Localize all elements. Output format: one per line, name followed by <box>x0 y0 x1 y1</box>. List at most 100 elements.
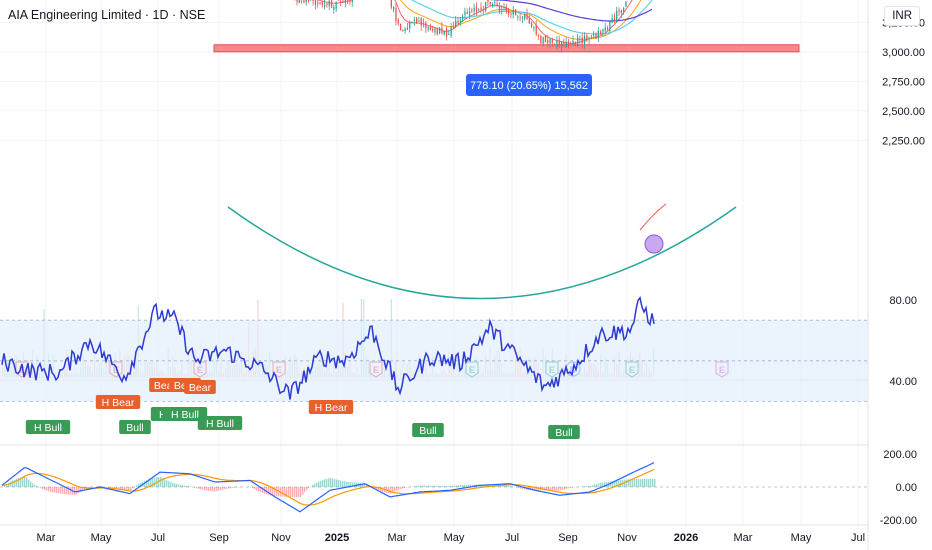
macd-hist-bar <box>592 485 594 487</box>
candle-body <box>333 6 335 10</box>
macd-hist-bar <box>504 485 506 487</box>
macd-hist-bar <box>620 479 622 487</box>
macd-hist-bar <box>24 476 26 487</box>
macd-hist-bar <box>378 487 380 491</box>
macd-hist-bar <box>76 487 78 495</box>
divergence-label: Bull <box>419 425 437 437</box>
macd-hist-bar <box>426 485 428 487</box>
macd-hist-bar <box>226 487 228 489</box>
candle-body <box>326 3 328 5</box>
macd-hist-bar <box>348 481 350 487</box>
candle-body <box>489 1 491 5</box>
candle-body <box>521 17 524 19</box>
macd-hist-bar <box>150 478 152 487</box>
macd-signal-line <box>1 468 655 506</box>
macd-hist-bar <box>506 485 508 487</box>
candle-body <box>475 6 478 12</box>
candle-body <box>487 0 489 2</box>
candle-body <box>298 0 300 3</box>
candle-body <box>498 5 501 11</box>
divergence-label-bg <box>25 420 71 434</box>
macd-hist-bar <box>388 487 390 494</box>
divergence-label: Bull <box>126 422 144 434</box>
macd-hist-bar <box>14 479 16 487</box>
macd-hist-bar <box>584 486 586 487</box>
macd-hist-bar <box>594 484 596 487</box>
candle-body <box>501 9 503 11</box>
price-tick-label: 2,750.00 <box>882 76 925 88</box>
macd-hist-bar <box>366 483 368 487</box>
macd-hist-bar <box>428 485 430 487</box>
currency-button[interactable]: INR <box>884 6 920 26</box>
macd-hist-bar <box>342 480 344 487</box>
candle-body <box>452 27 455 29</box>
macd-hist-bar <box>330 477 332 487</box>
macd-hist-bar <box>258 487 260 492</box>
candle-body <box>307 0 310 2</box>
macd-hist-bar <box>416 485 418 487</box>
macd-hist-bar <box>78 487 80 493</box>
macd-hist-bar <box>122 487 124 490</box>
macd-hist-bar <box>66 487 68 495</box>
macd-hist-bar <box>230 487 232 489</box>
macd-hist-bar <box>464 484 466 487</box>
macd-hist-bar <box>26 477 28 487</box>
candle-body <box>468 11 471 16</box>
candle-body <box>471 10 473 12</box>
macd-hist-bar <box>12 480 14 487</box>
macd-hist-bar <box>328 478 330 487</box>
macd-tick-label: 0.00 <box>896 482 917 494</box>
candle-body <box>512 10 514 15</box>
macd-hist-bar <box>350 482 352 487</box>
macd-hist-bar <box>414 486 416 487</box>
macd-hist-bar <box>234 487 236 488</box>
macd-hist-bar <box>644 478 646 487</box>
time-axis-label: May <box>444 532 465 544</box>
candles <box>294 0 627 53</box>
macd-hist-bar <box>354 482 356 487</box>
macd-hist-bar <box>438 485 440 487</box>
macd-hist-bar <box>520 487 522 489</box>
candle-body <box>611 18 613 23</box>
measurement-tool[interactable]: 778.10 (20.65%) 15,562 <box>466 0 592 96</box>
macd-hist-bar <box>442 485 444 487</box>
macd-hist-bar <box>70 487 72 495</box>
macd-hist-bar <box>522 487 524 489</box>
macd-hist-bar <box>30 481 32 487</box>
macd-hist-bar <box>138 483 140 487</box>
macd-hist-bar <box>74 487 76 495</box>
candle-body <box>393 6 395 10</box>
candle-body <box>519 17 521 19</box>
macd-hist-bar <box>262 487 264 494</box>
macd-hist-bar <box>198 487 200 489</box>
time-axis[interactable]: Mar May Jul Sep Nov 2025 Mar May Jul Sep Nov 2026 Ma… <box>37 532 866 544</box>
macd-hist-bar <box>400 487 402 490</box>
macd-hist-bar <box>450 485 452 487</box>
macd-hist-bar <box>396 487 398 491</box>
candle-body <box>349 0 351 3</box>
macd-hist-bar <box>110 487 112 489</box>
macd-hist-bar <box>420 485 422 487</box>
candle-body <box>413 19 415 21</box>
macd-hist-bar <box>508 485 510 487</box>
candle-body <box>570 44 572 46</box>
rsi-tick-label: 40.00 <box>889 376 917 388</box>
macd-hist-bar <box>628 479 630 487</box>
macd-hist-bar <box>80 487 82 492</box>
candle-body <box>491 3 494 7</box>
time-axis-label: Jul <box>505 532 519 544</box>
macd-hist-bar <box>6 483 8 487</box>
macd-hist-bar <box>314 483 316 487</box>
candle-body <box>473 7 475 12</box>
macd-hist-bar <box>212 487 214 492</box>
candle-body <box>533 27 535 29</box>
macd-hist-bar <box>432 485 434 487</box>
macd-hist-bar <box>136 485 138 487</box>
macd-hist-bar <box>498 485 500 487</box>
macd-hist-bar <box>196 487 198 489</box>
candle-body <box>508 10 510 14</box>
macd-hist-bar <box>54 487 56 493</box>
price-axis[interactable]: 5,000.004,750.004,500.004,250.004,000.00… <box>869 0 932 550</box>
macd-hist-bar <box>324 479 326 487</box>
